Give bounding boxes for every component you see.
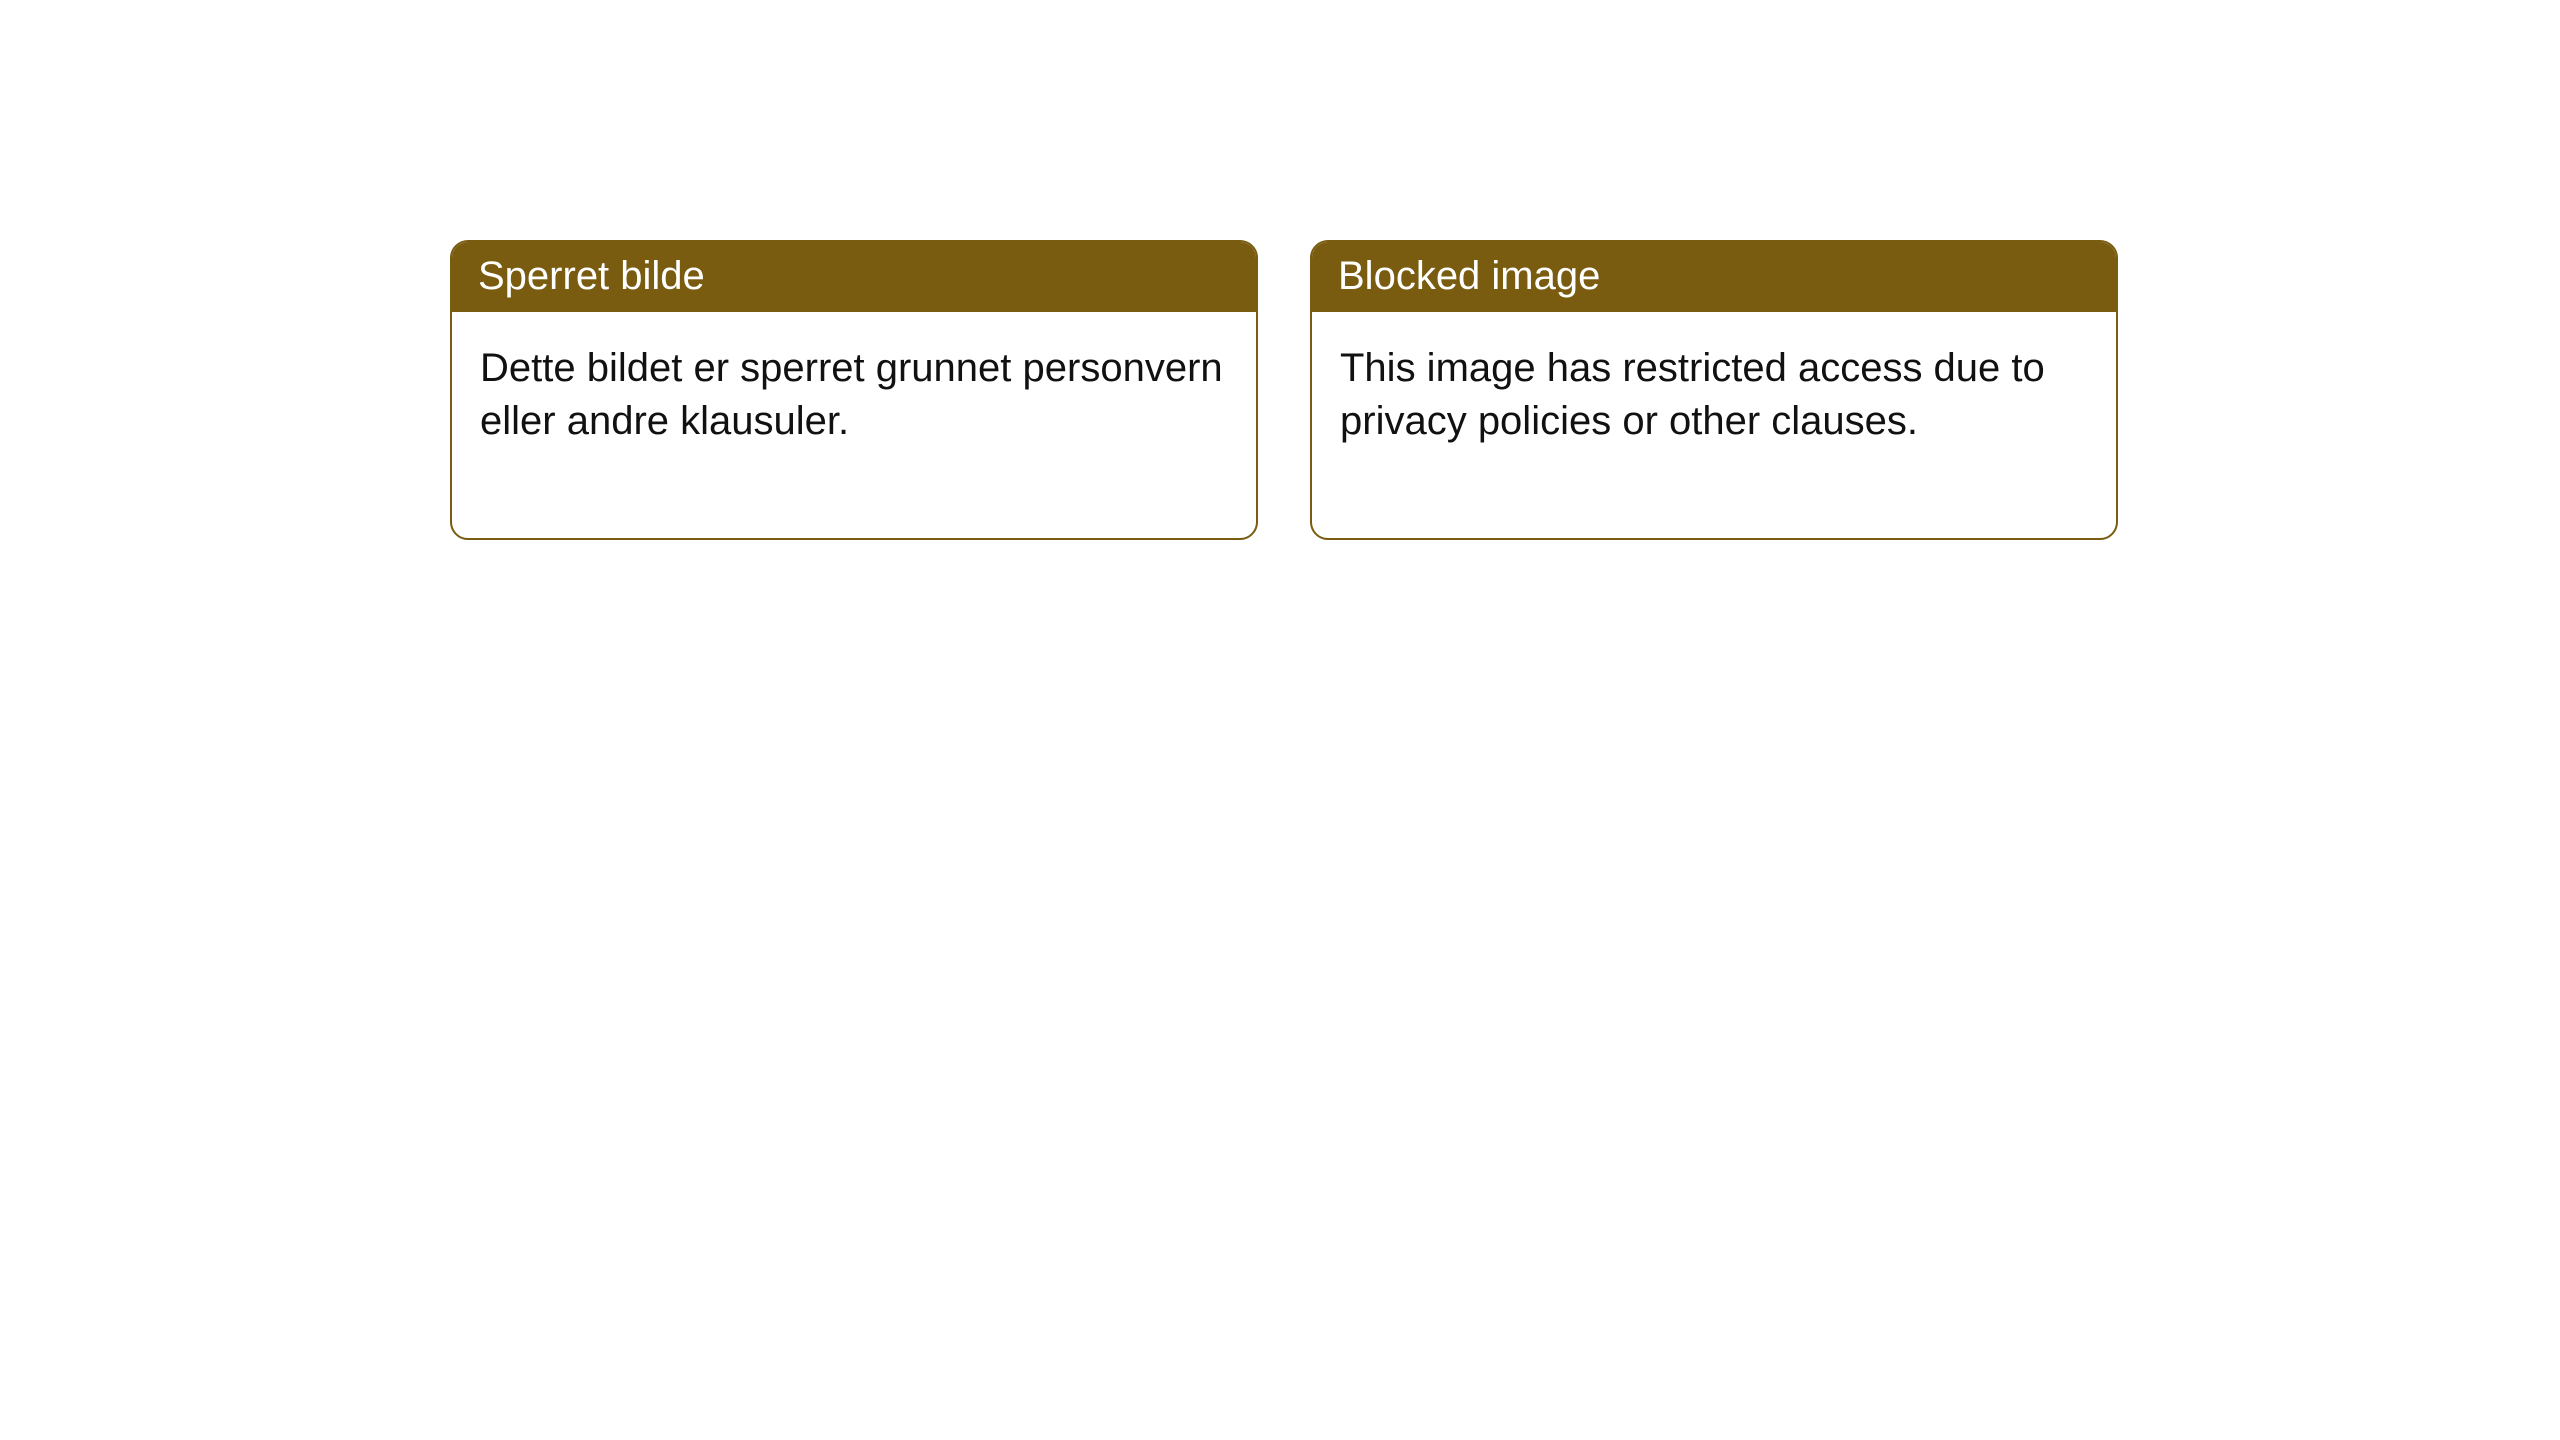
notice-title: Blocked image — [1338, 254, 1600, 298]
notice-card-english: Blocked image This image has restricted … — [1310, 240, 2118, 540]
notice-container: Sperret bilde Dette bildet er sperret gr… — [0, 0, 2560, 540]
notice-body: Dette bildet er sperret grunnet personve… — [452, 312, 1256, 538]
notice-body-text: Dette bildet er sperret grunnet personve… — [480, 346, 1223, 443]
notice-card-norwegian: Sperret bilde Dette bildet er sperret gr… — [450, 240, 1258, 540]
notice-header: Blocked image — [1312, 242, 2116, 312]
notice-body: This image has restricted access due to … — [1312, 312, 2116, 538]
notice-body-text: This image has restricted access due to … — [1340, 346, 2045, 443]
notice-header: Sperret bilde — [452, 242, 1256, 312]
notice-title: Sperret bilde — [478, 254, 705, 298]
